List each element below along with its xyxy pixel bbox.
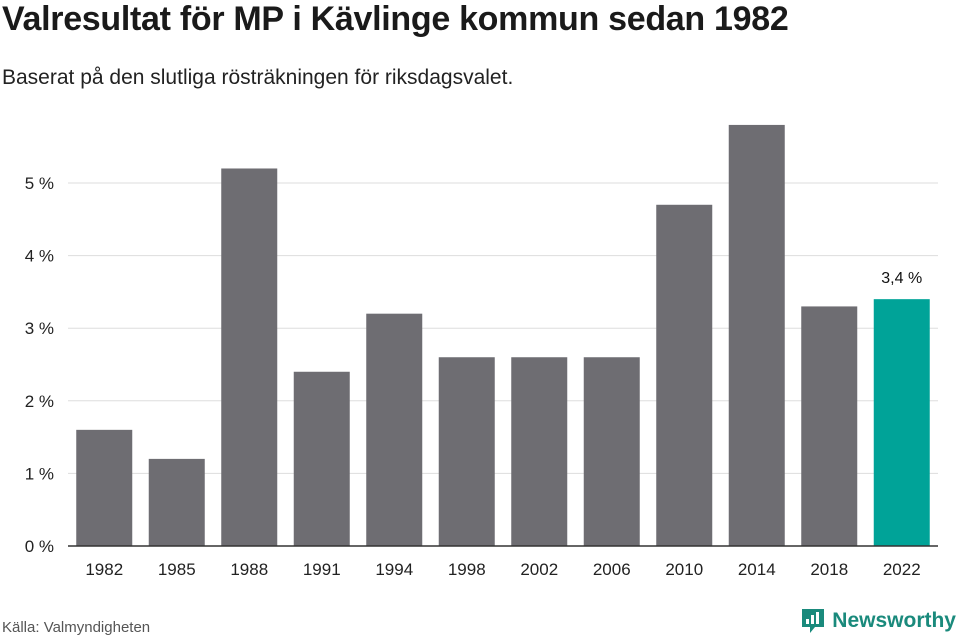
brand[interactable]: Newsworthy [800,607,956,635]
bar [873,299,930,546]
chart-title: Valresultat för MP i Kävlinge kommun sed… [2,0,789,38]
y-tick-label: 4 % [25,247,54,266]
y-tick-label: 0 % [25,537,54,556]
bar [438,357,495,546]
y-tick-label: 3 % [25,319,54,338]
x-tick-label: 1985 [158,560,196,579]
bar [148,458,205,546]
x-tick-label: 2006 [593,560,631,579]
x-tick-label: 1998 [448,560,486,579]
x-tick-label: 2002 [520,560,558,579]
x-tick-label: 2014 [738,560,776,579]
bar [366,313,423,546]
data-label: 3,4 % [881,270,922,287]
x-tick-label: 1982 [85,560,123,579]
x-tick-label: 2022 [883,560,921,579]
source-note: Källa: Valmyndigheten [2,619,151,636]
bar-chart: 0 % 1 % 2 % 3 % 4 % 5 % 1982 1985 1988 1991 1994 19… [25,124,938,579]
bar [583,357,640,546]
x-tick-label: 1991 [303,560,341,579]
brand-name: Newsworthy [832,609,956,632]
bar [221,168,278,547]
bar [656,204,713,546]
y-tick-label: 5 % [25,174,54,193]
y-tick-label: 2 % [25,392,54,411]
x-tick-label: 1994 [375,560,413,579]
x-tick-label: 2010 [665,560,703,579]
chart-subtitle: Baserat på den slutliga rösträkningen fö… [2,66,514,89]
bar [511,357,568,546]
newsworthy-logo-icon [802,609,825,633]
x-tick-label: 1988 [230,560,268,579]
y-tick-label: 1 % [25,464,54,483]
bar [76,429,133,546]
bar [293,371,350,546]
bar [728,124,785,547]
x-tick-label: 2018 [810,560,848,579]
bar [801,306,858,546]
